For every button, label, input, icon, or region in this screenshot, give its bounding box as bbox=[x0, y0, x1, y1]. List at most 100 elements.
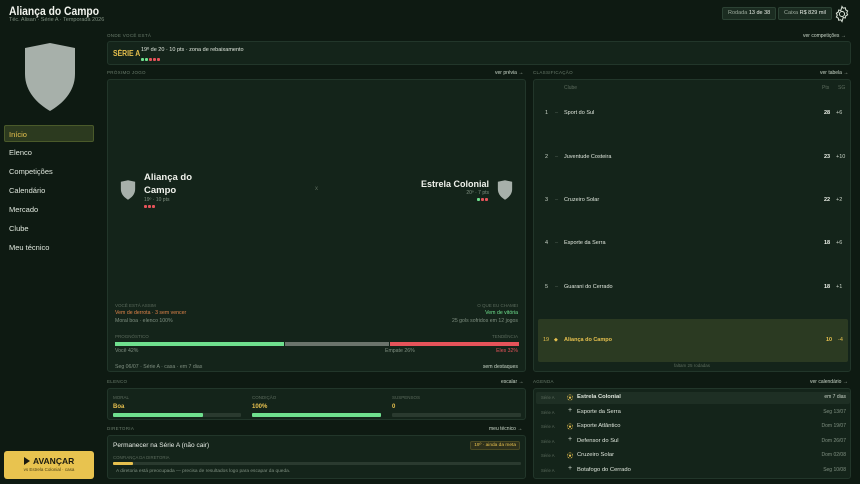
agenda-row[interactable]: Série A + Botafogo do Cerrado Seg 10/08 bbox=[536, 465, 850, 477]
you-status-label: VOCÊ ESTÁ ASSIM bbox=[115, 303, 156, 308]
standings-card: Clube Pts SG 1– Sport do Sul 28 +6 2 – Juventu… bbox=[533, 79, 851, 372]
home-team-name: Aliança do Campo bbox=[144, 172, 193, 196]
agenda-row[interactable]: Série A ⚽︎ Estrela Colonial em 7 dias bbox=[536, 392, 850, 404]
agenda-opponent: Defensor do Sul bbox=[577, 437, 619, 444]
away-team-info: 20º · 7 pts bbox=[466, 190, 489, 196]
round-value: 13 de 38 bbox=[748, 10, 771, 16]
next-match-card: Aliança do Campo 19º · 10 pts x Estrela … bbox=[107, 79, 526, 372]
standings-club: Juventude Costeira bbox=[564, 154, 612, 160]
fitness-label: CONDIÇÃO bbox=[252, 395, 277, 400]
moral-value: Boa bbox=[113, 404, 125, 410]
own-crest-icon: ◆ bbox=[554, 337, 558, 343]
sidebar-item-clube[interactable]: Clube bbox=[9, 224, 29, 233]
standings-sg: +6 bbox=[836, 240, 843, 246]
cash-label: Caixa bbox=[784, 10, 799, 16]
advance-subtitle: vs Estrela Colonial · casa bbox=[23, 467, 75, 472]
agenda-date: Seg 13/07 bbox=[823, 408, 846, 415]
plus-icon: + bbox=[568, 464, 573, 472]
competition-section-label: ONDE VOCÊ ESTÁ bbox=[107, 33, 152, 38]
rival-status-line1: Vem de vitória bbox=[485, 310, 518, 316]
board-section-label: DIRETORIA bbox=[107, 426, 135, 431]
agenda-comp: Série A bbox=[541, 409, 555, 415]
sidebar-item-mercado[interactable]: Mercado bbox=[9, 205, 39, 214]
sidebar-item-label: Início bbox=[9, 130, 27, 139]
match-ball-icon: ⚽︎ bbox=[567, 454, 574, 460]
sidebar-item-meu-tecnico[interactable]: Meu técnico bbox=[9, 243, 50, 252]
standings-row[interactable]: 2– Juventude Costeira 23 +10 bbox=[534, 154, 852, 166]
my-coach-link[interactable]: meu técnico → bbox=[489, 426, 523, 432]
gear-icon bbox=[835, 5, 849, 23]
standings-col-club: Clube bbox=[564, 85, 578, 91]
own-pos: 19 bbox=[543, 337, 550, 343]
standings-own-row[interactable]: 19 ◆ Aliança do Campo 10 -4 bbox=[538, 319, 848, 362]
highlights-link[interactable]: sem destaques bbox=[482, 364, 518, 370]
view-competitions-link[interactable]: ver competições → bbox=[803, 33, 846, 39]
standings-pos: 5 bbox=[545, 284, 549, 290]
plus-icon: + bbox=[568, 406, 573, 414]
standings-pos: 2 bbox=[545, 154, 549, 160]
own-sg: -4 bbox=[838, 337, 843, 343]
form-dot bbox=[481, 198, 484, 201]
agenda-comp: Série A bbox=[541, 467, 555, 473]
standings-club: Sport do Sul bbox=[564, 110, 595, 116]
play-icon bbox=[24, 457, 30, 465]
standings-col-sg: SG bbox=[838, 85, 846, 91]
standings-row[interactable]: 4– Esporte da Serra 18 +6 bbox=[534, 240, 852, 252]
standings-pos: 1 bbox=[545, 110, 549, 116]
fitness-value: 100% bbox=[252, 404, 268, 410]
probability-away-label: Eles 32% bbox=[496, 348, 518, 354]
league-position-text: 19º de 20 · 10 pts · zona de rebaixament… bbox=[141, 47, 244, 53]
probability-you-label: Você 42% bbox=[115, 348, 139, 354]
agenda-opponent: Estrela Colonial bbox=[577, 394, 621, 400]
form-dot bbox=[148, 205, 151, 208]
view-table-link[interactable]: ver tabela → bbox=[820, 70, 849, 76]
round-label: Rodada bbox=[728, 10, 748, 16]
probability-away bbox=[389, 342, 519, 346]
standings-row[interactable]: 1– Sport do Sul 28 +6 bbox=[534, 110, 852, 122]
view-calendar-link[interactable]: ver calendário → bbox=[810, 379, 848, 385]
away-team-form bbox=[477, 196, 489, 203]
board-trust-bar bbox=[113, 462, 521, 465]
agenda-date: Dom 19/07 bbox=[821, 423, 846, 429]
standings-dash: – bbox=[555, 284, 559, 290]
settings-button[interactable] bbox=[833, 5, 851, 23]
sidebar-item-elenco[interactable]: Elenco bbox=[9, 148, 32, 157]
agenda-comp: Série A bbox=[541, 453, 555, 458]
agenda-row[interactable]: Série A ⚽︎ Esporte Atlântico Dom 19/07 bbox=[536, 421, 850, 433]
agenda-date: em 7 dias bbox=[824, 394, 846, 400]
view-preview-link[interactable]: ver prévia → bbox=[495, 70, 524, 76]
suspended-value: 0 bbox=[392, 404, 396, 410]
standings-pts: 18 bbox=[824, 284, 831, 290]
prognosis-label: PROGNÓSTICO bbox=[115, 334, 149, 339]
board-card: Permanecer na Série A (não cair) 19º · a… bbox=[107, 435, 526, 479]
moral-bar bbox=[113, 413, 241, 417]
form-dot bbox=[144, 205, 147, 208]
sidebar-item-calendario[interactable]: Calendário bbox=[9, 186, 46, 195]
sidebar-item-inicio[interactable]: Início bbox=[4, 125, 94, 142]
agenda-section-label: AGENDA bbox=[533, 379, 554, 384]
fitness-bar-fill bbox=[252, 413, 381, 417]
standings-row[interactable]: 3– Cruzeiro Solar 22 +2 bbox=[534, 197, 852, 209]
line-up-link[interactable]: escalar → bbox=[501, 379, 524, 385]
form-dot bbox=[477, 198, 480, 201]
home-team-info: 19º · 10 pts bbox=[144, 197, 170, 203]
agenda-row[interactable]: Série A + Defensor do Sul Dom 26/07 bbox=[536, 436, 850, 448]
board-note: A diretoria está preocupada — precisa de… bbox=[116, 469, 291, 474]
standings-dash: – bbox=[555, 240, 559, 246]
form-dot bbox=[153, 58, 156, 61]
agenda-row[interactable]: Série A + Esporte da Serra Seg 13/07 bbox=[536, 407, 850, 419]
standings-pts: 23 bbox=[824, 154, 831, 160]
standings-pts: 22 bbox=[824, 197, 831, 203]
standings-row[interactable]: 5– Guarani do Cerrado 18 +1 bbox=[534, 284, 852, 296]
sidebar-item-competicoes[interactable]: Competições bbox=[9, 167, 53, 176]
plus-icon: + bbox=[568, 435, 573, 443]
form-dot bbox=[152, 205, 155, 208]
agenda-comp: Série A bbox=[541, 395, 555, 400]
cash-indicator: Caixa R$ 829 mil bbox=[778, 7, 832, 20]
agenda-row[interactable]: Série A ⚽︎ Cruzeiro Solar Dom 02/08 bbox=[536, 450, 850, 462]
home-crest bbox=[120, 180, 136, 200]
own-pts: 10 bbox=[826, 337, 833, 343]
advance-button[interactable]: AVANÇAR vs Estrela Colonial · casa bbox=[4, 451, 94, 479]
standings-sg: +6 bbox=[836, 110, 843, 116]
standings-col-pts: Pts bbox=[822, 85, 830, 91]
